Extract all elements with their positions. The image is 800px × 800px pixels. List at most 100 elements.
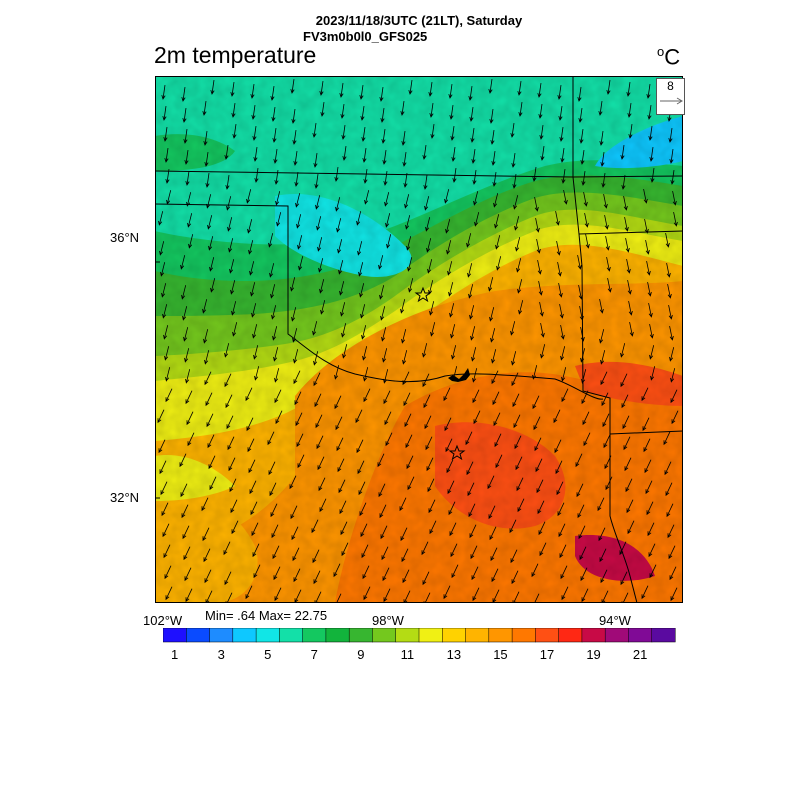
wind-arrow: [650, 168, 655, 183]
wind-arrow: [249, 261, 255, 276]
wind-arrow: [536, 239, 541, 254]
wind-arrow: [290, 277, 296, 292]
wind-arrow: [162, 523, 170, 538]
wind-arrow: [512, 174, 517, 189]
wind-arrow: [227, 436, 235, 451]
wind-arrow: [341, 125, 346, 140]
wind-arrow: [380, 108, 385, 123]
wind-arrow: [271, 107, 276, 122]
wind-arrow: [342, 344, 348, 359]
wind-arrow: [224, 571, 232, 586]
wind-arrow: [334, 395, 342, 410]
wind-arrow: [648, 126, 653, 141]
wind-arrow: [271, 524, 279, 539]
plot-title: 2m temperature: [154, 42, 317, 68]
wind-arrow: [407, 257, 413, 272]
colorbar-swatch: [558, 628, 583, 643]
wind-arrow: [165, 169, 170, 184]
state-borders: [155, 76, 683, 603]
colorbar-label: 7: [311, 647, 318, 662]
wind-arrow: [181, 285, 187, 300]
wind-arrow: [448, 84, 453, 99]
wind-arrow: [620, 373, 628, 388]
wind-arrow: [623, 436, 631, 451]
wind-arrow: [625, 478, 633, 493]
wind-arrow: [274, 587, 282, 602]
wind-arrow: [209, 476, 217, 491]
wind-arrow: [166, 190, 172, 205]
wind-arrow: [356, 211, 362, 226]
wind-arrow: [206, 413, 214, 428]
wind-arrow: [557, 85, 562, 100]
wind-arrow: [449, 303, 455, 318]
wind-arrow: [600, 350, 606, 365]
wind-arrow: [358, 481, 366, 496]
wind-arrow: [318, 477, 326, 492]
wind-arrow: [268, 461, 276, 476]
colorbar-label: 15: [493, 647, 507, 662]
wind-arrow: [540, 146, 545, 161]
wind-arrow: [426, 457, 434, 472]
wind-arrow: [361, 127, 366, 142]
wind-arrow: [383, 369, 389, 384]
wind-arrow: [473, 191, 479, 206]
wind-arrow: [669, 326, 674, 341]
wind-arrow: [203, 548, 211, 563]
wind-arrow: [252, 324, 258, 339]
wind-arrow: [669, 149, 674, 164]
wind-arrow: [621, 394, 629, 409]
wind-arrow: [316, 435, 324, 450]
wind-arrow: [272, 326, 278, 341]
wind-arrow: [514, 216, 520, 231]
wind-arrow: [489, 526, 497, 541]
wind-arrow: [274, 368, 280, 383]
wind-arrow: [399, 497, 407, 512]
wind-arrow: [668, 545, 676, 560]
wind-arrow: [466, 461, 474, 476]
wind-arrow: [668, 128, 673, 143]
wind-arrow: [185, 588, 193, 603]
wind-arrow: [539, 125, 544, 140]
wind-arrow: [290, 79, 295, 94]
wind-arrow: [273, 347, 279, 362]
wind-arrow: [555, 460, 563, 475]
min-max-stats: Min= .64 Max= 22.75: [205, 608, 328, 623]
wind-arrow: [560, 346, 566, 361]
wind-arrow: [314, 174, 319, 189]
wind-arrow: [385, 432, 393, 447]
wind-arrow: [515, 237, 521, 252]
wind-arrow: [185, 171, 190, 186]
wind-arrow: [298, 256, 304, 271]
wind-arrow: [161, 502, 169, 517]
colorbar-swatch: [581, 628, 606, 643]
wind-arrow: [422, 373, 430, 388]
wind-arrow: [644, 459, 652, 474]
wind-arrow: [538, 521, 546, 536]
wind-arrow: [488, 79, 493, 94]
wind-arrow: [510, 123, 515, 138]
wind-arrow: [645, 240, 650, 255]
reference-vector-box: [656, 78, 685, 115]
wind-arrow: [268, 233, 274, 248]
wind-arrow: [470, 128, 475, 143]
wind-arrow: [472, 389, 480, 404]
wind-arrow: [554, 439, 562, 454]
wind-arrow: [487, 475, 495, 490]
wind-arrow: [578, 525, 586, 540]
wind-arrow: [232, 124, 237, 139]
wind-arrow: [157, 409, 165, 424]
wind-arrow: [621, 175, 626, 190]
wind-arrow: [408, 278, 414, 293]
wind-arrow: [269, 482, 277, 497]
wind-arrow: [291, 307, 297, 322]
wind-arrow: [428, 82, 433, 97]
wind-arrow: [293, 349, 299, 364]
wind-arrow: [311, 519, 319, 534]
wind-arrow: [274, 389, 282, 404]
wind-arrow: [539, 542, 547, 557]
colorbar-swatch: [372, 628, 397, 643]
wind-arrow: [184, 348, 190, 363]
wind-arrow: [671, 410, 679, 425]
wind-arrow: [575, 453, 583, 468]
wind-arrow: [312, 123, 317, 138]
